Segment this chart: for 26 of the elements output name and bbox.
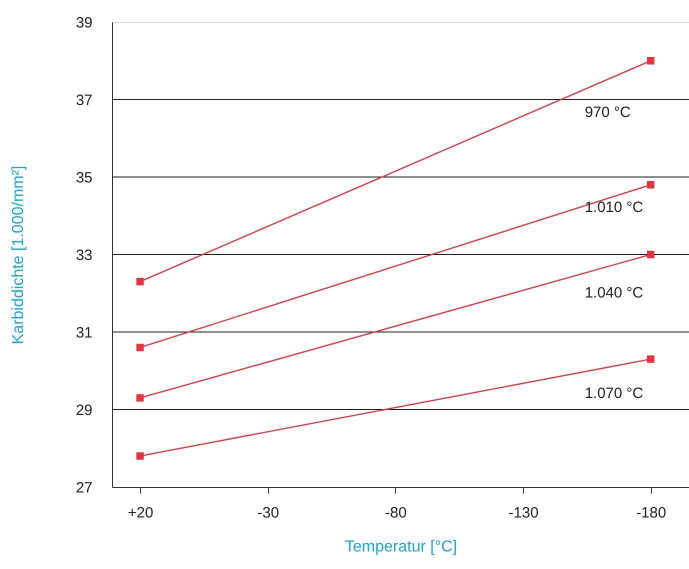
point — [136, 394, 144, 402]
point — [646, 250, 654, 258]
y-tick-label: 31 — [76, 324, 92, 342]
y-tick-label: 35 — [76, 170, 92, 186]
x-tick-label: +20 — [128, 504, 154, 522]
point — [646, 355, 654, 363]
x-tick-label: -30 — [257, 504, 280, 522]
x-tick-label: -130 — [508, 504, 539, 522]
y-axis-title: Karbiddichte [1.000/mm²] — [10, 166, 27, 344]
point — [136, 278, 144, 286]
point — [136, 344, 144, 352]
series-label: 970 °C — [584, 104, 631, 121]
point — [136, 452, 144, 460]
y-tick-label: 27 — [76, 480, 92, 496]
y-tick-label: 37 — [76, 92, 92, 109]
point — [646, 181, 654, 188]
series-label: 1.040 °C — [584, 284, 644, 302]
y-tick-label: 33 — [76, 247, 92, 264]
point — [646, 57, 654, 64]
x-tick-label: -80 — [385, 504, 407, 522]
y-tick-label: 39 — [76, 14, 92, 32]
series-label: 1.070 °C — [584, 385, 644, 402]
y-tick-label: 29 — [76, 402, 92, 419]
x-tick-label: -180 — [636, 504, 666, 522]
series-label: 1.010 °C — [584, 198, 644, 216]
x-axis-title: Temperatur [°C] — [344, 538, 458, 556]
